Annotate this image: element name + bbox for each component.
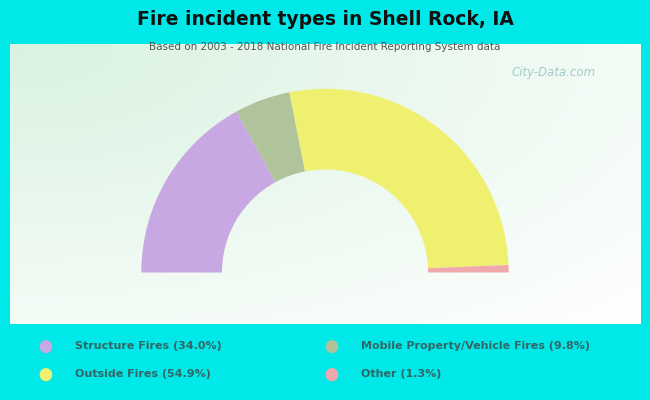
Text: ⬤: ⬤ xyxy=(324,367,339,381)
Text: Based on 2003 - 2018 National Fire Incident Reporting System data: Based on 2003 - 2018 National Fire Incid… xyxy=(150,42,500,52)
Wedge shape xyxy=(428,265,509,272)
Wedge shape xyxy=(141,112,276,272)
Wedge shape xyxy=(237,92,305,182)
Text: Mobile Property/Vehicle Fires (9.8%): Mobile Property/Vehicle Fires (9.8%) xyxy=(361,341,590,351)
Text: Outside Fires (54.9%): Outside Fires (54.9%) xyxy=(75,369,211,379)
Text: ⬤: ⬤ xyxy=(38,339,53,353)
Text: ⬤: ⬤ xyxy=(38,367,53,381)
Text: ⬤: ⬤ xyxy=(324,339,339,353)
Text: City-Data.com: City-Data.com xyxy=(512,66,596,80)
Text: Fire incident types in Shell Rock, IA: Fire incident types in Shell Rock, IA xyxy=(136,10,514,29)
Text: Structure Fires (34.0%): Structure Fires (34.0%) xyxy=(75,341,222,351)
Text: Other (1.3%): Other (1.3%) xyxy=(361,369,441,379)
Wedge shape xyxy=(289,89,508,268)
